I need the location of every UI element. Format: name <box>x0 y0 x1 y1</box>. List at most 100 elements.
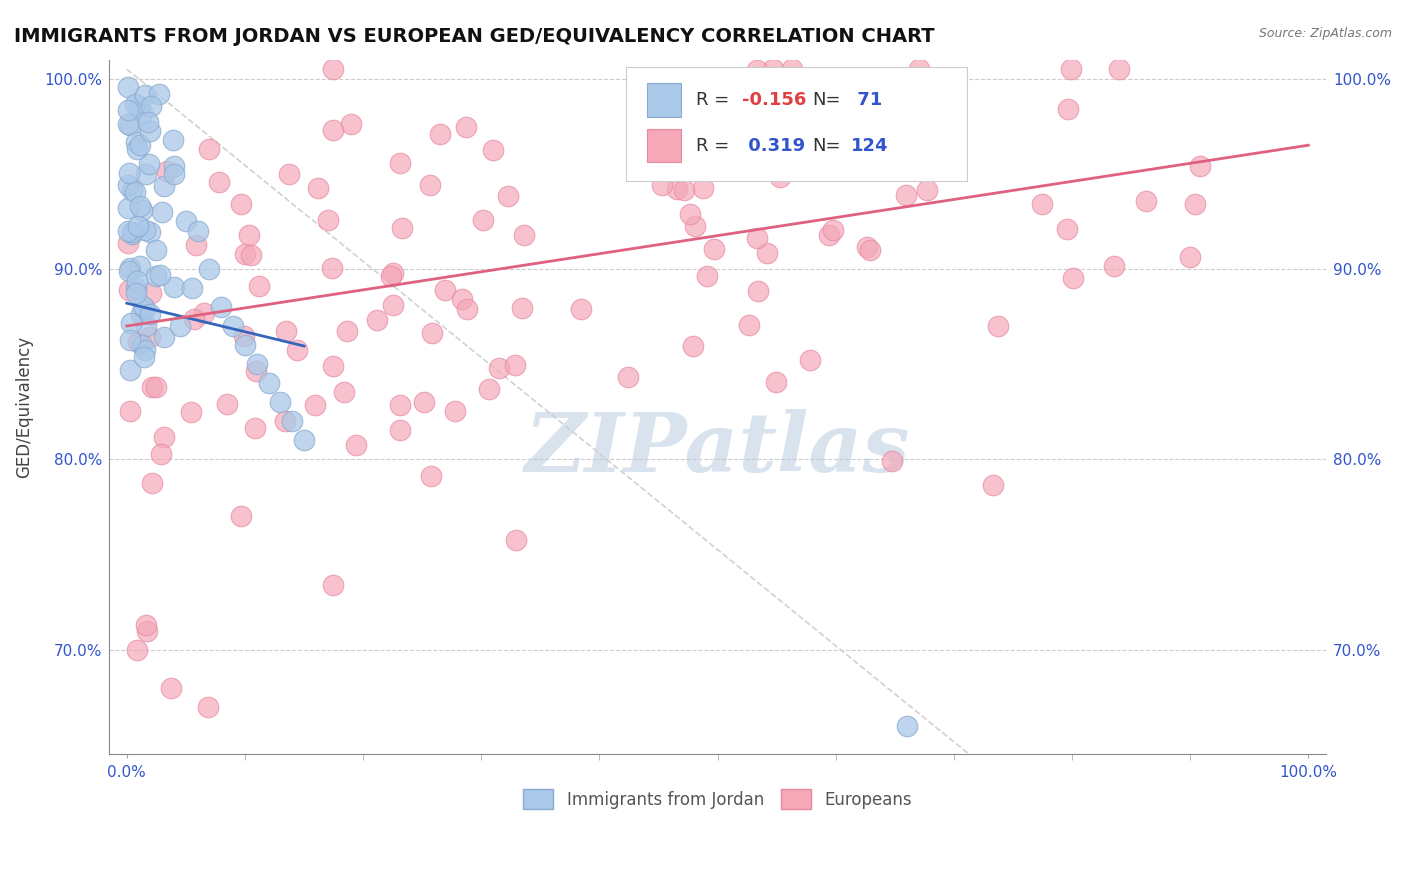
Point <box>127 642 149 657</box>
Point <box>117 117 139 131</box>
Point <box>381 298 404 312</box>
Point <box>894 188 917 202</box>
Point <box>692 180 714 194</box>
Point <box>765 376 787 390</box>
Point <box>159 681 181 695</box>
Point <box>274 324 297 338</box>
Point <box>478 382 501 396</box>
Point <box>231 508 253 523</box>
Point <box>139 99 162 113</box>
Text: -0.156: -0.156 <box>742 91 806 109</box>
Point <box>818 227 841 242</box>
Point <box>1060 62 1083 76</box>
Point <box>277 167 299 181</box>
Point <box>117 79 139 94</box>
Point <box>208 175 231 189</box>
Point <box>148 87 170 101</box>
Point <box>117 103 139 117</box>
Point <box>391 221 413 235</box>
Point <box>915 183 938 197</box>
Point <box>780 62 803 76</box>
Point <box>1184 196 1206 211</box>
Point <box>1031 197 1053 211</box>
Point <box>336 324 359 338</box>
Point <box>292 434 315 448</box>
Point <box>134 88 156 103</box>
Point <box>125 135 148 149</box>
Point <box>233 338 256 352</box>
Point <box>125 274 148 288</box>
Point <box>139 286 162 301</box>
Point <box>1108 62 1130 76</box>
Point <box>233 329 256 343</box>
Point <box>162 133 184 147</box>
Point <box>247 279 270 293</box>
Text: N=: N= <box>813 136 841 154</box>
Point <box>149 447 172 461</box>
Point <box>134 222 156 236</box>
Point <box>488 361 510 376</box>
Point <box>163 280 186 294</box>
Point <box>433 283 456 297</box>
Point <box>124 185 146 199</box>
Text: N=: N= <box>813 91 841 109</box>
Point <box>198 261 221 276</box>
Point <box>921 150 943 164</box>
Point <box>1062 271 1084 285</box>
Point <box>420 326 443 341</box>
Point <box>510 301 533 315</box>
Point <box>129 199 152 213</box>
Point <box>120 363 142 377</box>
Text: 124: 124 <box>852 136 889 154</box>
Point <box>703 242 725 256</box>
Point <box>139 124 162 138</box>
Point <box>145 380 167 394</box>
Point <box>666 182 689 196</box>
Point <box>243 420 266 434</box>
Point <box>153 429 176 443</box>
Point <box>321 261 343 276</box>
Point <box>238 227 260 242</box>
Point <box>333 385 356 400</box>
Point <box>322 578 344 592</box>
Point <box>121 227 143 241</box>
Point <box>180 281 202 295</box>
Point <box>908 62 931 76</box>
Point <box>121 183 143 197</box>
Point <box>156 164 179 178</box>
Point <box>233 247 256 261</box>
Point <box>569 302 592 317</box>
Point <box>682 339 704 353</box>
Point <box>388 156 411 170</box>
Point <box>245 364 267 378</box>
Point <box>316 213 339 227</box>
Point <box>131 202 153 217</box>
Point <box>651 178 673 192</box>
Point <box>380 268 402 283</box>
Point <box>136 115 159 129</box>
Point <box>285 343 308 357</box>
Point <box>859 244 882 258</box>
Point <box>388 423 411 437</box>
Point <box>197 699 219 714</box>
Point <box>496 188 519 202</box>
Point <box>139 330 162 344</box>
Y-axis label: GED/Equivalency: GED/Equivalency <box>15 336 32 478</box>
Point <box>131 338 153 352</box>
Point <box>745 63 768 78</box>
Point <box>118 261 141 276</box>
Point <box>124 97 146 112</box>
Point <box>322 62 344 76</box>
Point <box>420 468 443 483</box>
Point <box>1188 160 1211 174</box>
FancyBboxPatch shape <box>626 67 967 181</box>
Point <box>180 405 202 419</box>
Point <box>193 306 215 320</box>
Point <box>304 399 326 413</box>
Point <box>141 380 163 394</box>
Point <box>120 404 142 418</box>
Legend: Immigrants from Jordan, Europeans: Immigrants from Jordan, Europeans <box>517 783 918 815</box>
Point <box>163 167 186 181</box>
Point <box>183 311 205 326</box>
Point <box>804 88 827 103</box>
